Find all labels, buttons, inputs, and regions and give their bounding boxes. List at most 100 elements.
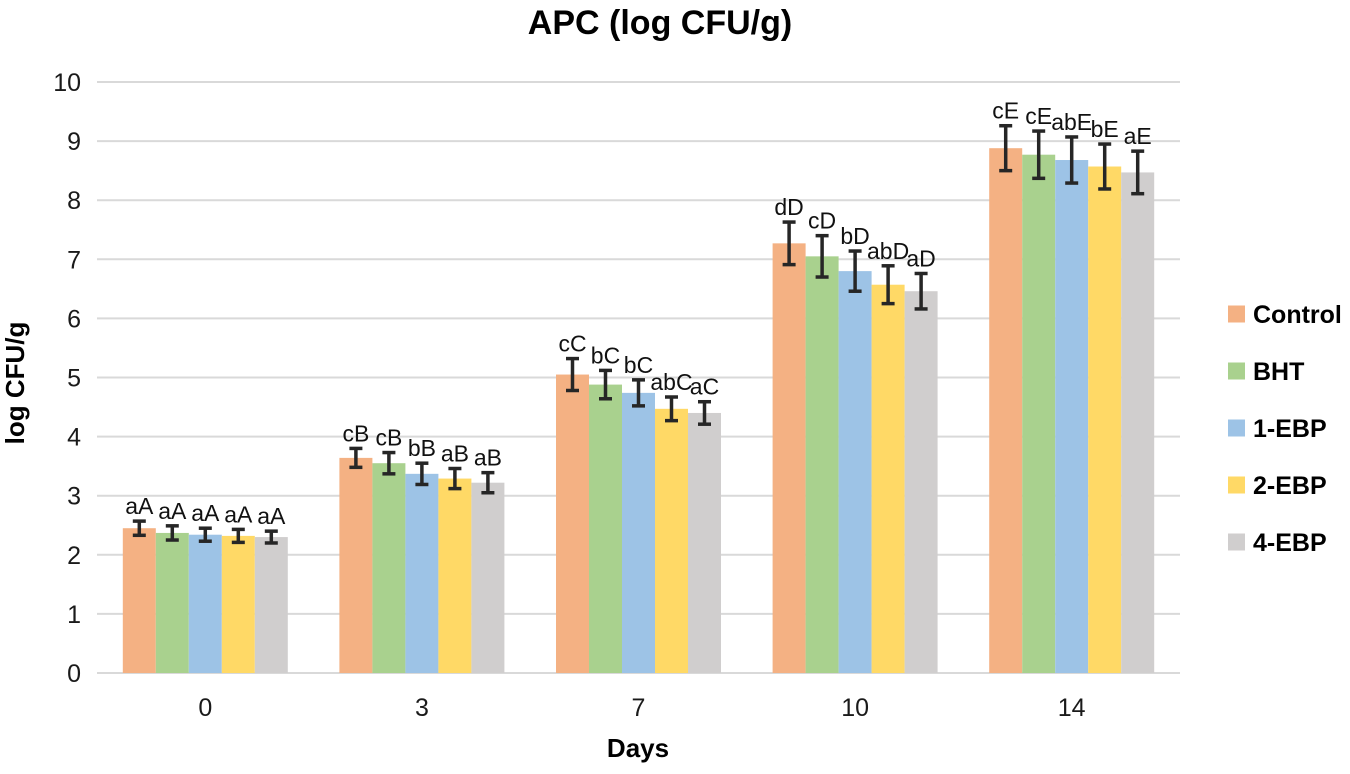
significance-label: cE — [1025, 103, 1052, 129]
error-bar — [481, 470, 495, 495]
legend-item-label: Control — [1253, 301, 1342, 329]
significance-label: cE — [992, 98, 1019, 124]
error-bar — [848, 249, 862, 293]
y-tick-label: 1 — [67, 601, 81, 629]
bar-BHT — [805, 256, 839, 673]
error-bar — [599, 368, 612, 401]
y-tick-label: 7 — [67, 246, 81, 274]
bar-1-EBP — [838, 271, 872, 673]
x-axis-title: Days — [607, 733, 669, 763]
bar-4-EBP — [471, 482, 505, 673]
legend-item-2-EBP: 2-EBP — [1228, 472, 1327, 500]
y-tick-label: 0 — [67, 660, 81, 688]
legend-item-BHT: BHT — [1228, 358, 1304, 386]
bar-4-EBP — [688, 412, 721, 673]
y-tick-label: 3 — [67, 483, 81, 511]
legend-item-1-EBP: 1-EBP — [1228, 415, 1327, 443]
legend-item-label: 4-EBP — [1253, 529, 1327, 557]
error-bar — [165, 524, 179, 542]
error-bar — [815, 233, 829, 279]
bar-BHT — [155, 532, 189, 673]
legend-item-label: 1-EBP — [1253, 415, 1327, 443]
bar-4-EBP — [904, 291, 938, 673]
significance-label: aE — [1124, 123, 1152, 149]
bar-2-EBP — [221, 535, 255, 673]
bar-4-EBP — [254, 537, 288, 673]
bar-BHT — [589, 384, 622, 673]
y-tick-label: 5 — [67, 365, 81, 393]
significance-label: aD — [906, 245, 935, 271]
legend-swatch — [1228, 419, 1245, 437]
x-tick-label: 14 — [1058, 694, 1086, 722]
error-bar — [782, 220, 796, 267]
bar-Control — [339, 457, 373, 673]
error-bar — [132, 519, 146, 538]
bar-1-EBP — [188, 534, 222, 673]
error-bar — [914, 271, 928, 311]
legend-swatch — [1228, 476, 1245, 494]
x-axis-tick-labels: 0 3 7 10 14 — [198, 694, 1085, 722]
significance-label: abD — [867, 238, 909, 264]
x-tick-label: 0 — [198, 694, 212, 722]
error-bar — [382, 450, 396, 476]
x-tick-label: 10 — [841, 694, 869, 722]
bar-Control — [122, 528, 156, 673]
significance-label: bD — [840, 223, 869, 249]
error-bar — [349, 446, 363, 470]
y-tick-label: 8 — [67, 187, 81, 215]
y-tick-label: 2 — [67, 542, 81, 570]
error-bar — [415, 461, 429, 487]
significance-label: bB — [408, 435, 436, 461]
significance-label: aB — [474, 445, 502, 471]
significance-label: aA — [191, 500, 220, 526]
bar-1-EBP — [622, 392, 655, 673]
y-axis-tick-labels: 0 1 2 3 4 5 6 7 8 9 10 — [53, 69, 81, 688]
y-tick-label: 4 — [67, 424, 81, 452]
significance-label: aA — [224, 501, 253, 527]
significance-label: cB — [375, 425, 402, 451]
bar-Control — [989, 148, 1023, 673]
bar-2-EBP — [655, 408, 688, 673]
error-bar — [1065, 135, 1079, 185]
legend-item-Control: Control — [1228, 301, 1342, 329]
significance-label: abE — [1051, 109, 1092, 135]
significance-label: aC — [690, 374, 719, 400]
bar-BHT — [372, 463, 406, 673]
bar-2-EBP — [871, 284, 905, 673]
x-tick-label: 3 — [415, 694, 429, 722]
error-bar — [1131, 149, 1145, 196]
error-bar — [1032, 129, 1046, 181]
y-axis-title: log CFU/g — [0, 322, 30, 445]
bar-1-EBP — [1055, 160, 1089, 674]
significance-label: cC — [558, 331, 586, 357]
bar-Control — [772, 243, 806, 673]
legend-swatch — [1228, 533, 1245, 551]
legend-item-label: BHT — [1253, 358, 1304, 386]
significance-label: aA — [257, 503, 286, 529]
significance-label: bC — [591, 342, 620, 368]
legend: Control BHT 1-EBP 2-EBP 4-EBP — [1228, 301, 1342, 557]
legend-item-label: 2-EBP — [1253, 472, 1327, 500]
significance-label: aB — [441, 441, 469, 467]
chart-title: APC (log CFU/g) — [528, 4, 792, 42]
significance-label: abC — [650, 369, 692, 395]
bar-series — [122, 148, 1155, 674]
error-bar — [448, 466, 462, 491]
error-bar — [231, 527, 245, 545]
significance-label: aA — [125, 493, 154, 519]
error-bars — [132, 123, 1145, 545]
error-bar — [1098, 142, 1112, 191]
bar-1-EBP — [405, 473, 439, 673]
significance-label: aA — [158, 498, 187, 524]
error-bar — [881, 264, 895, 306]
legend-swatch — [1228, 362, 1245, 380]
bar-Control — [556, 374, 589, 673]
legend-swatch — [1228, 305, 1245, 323]
significance-label: cB — [342, 420, 369, 446]
significance-label: cD — [808, 208, 836, 234]
error-bar — [264, 529, 278, 545]
bar-2-EBP — [1088, 166, 1122, 673]
bar-4-EBP — [1121, 172, 1155, 673]
significance-label: bE — [1091, 116, 1119, 142]
